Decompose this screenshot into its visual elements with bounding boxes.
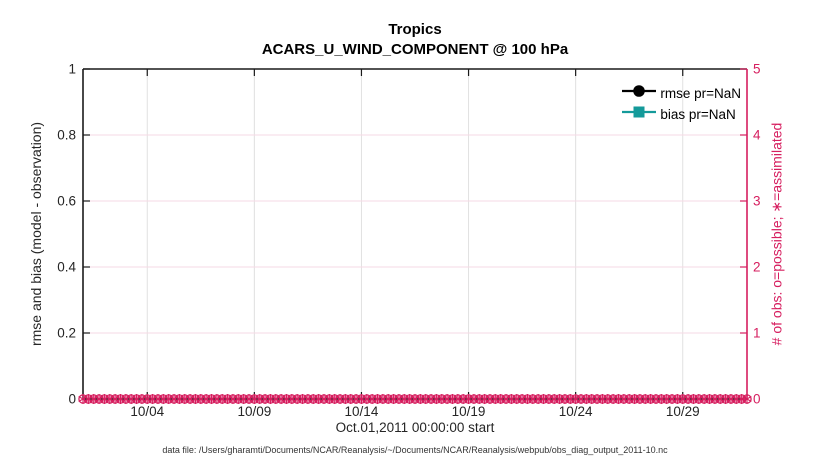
y-left-tick-label: 0.8 bbox=[57, 127, 76, 143]
y-left-tick-label: 0.4 bbox=[57, 259, 76, 275]
y-left-tick-label: 0.6 bbox=[57, 193, 76, 209]
bias-line-marker-icon bbox=[621, 104, 657, 125]
x-tick-label: 10/14 bbox=[344, 404, 379, 419]
y-right-tick-label: 0 bbox=[753, 391, 761, 407]
x-axis-label: Oct.01,2011 00:00:00 start bbox=[335, 420, 495, 435]
y-right-tick-label: 5 bbox=[753, 61, 761, 77]
legend-swatch bbox=[622, 106, 657, 117]
x-tick-label: 10/24 bbox=[558, 404, 593, 419]
x-tick-label: 10/19 bbox=[451, 404, 486, 419]
y-right-tick-label: 2 bbox=[753, 259, 761, 275]
legend-item-bias: bias pr=NaN bbox=[621, 104, 741, 124]
legend: rmse pr=NaN bias pr=NaN bbox=[621, 83, 741, 124]
y-left-tick-label: 1 bbox=[68, 61, 76, 77]
y-axis-left-label: rmse and bias (model - observation) bbox=[28, 121, 44, 347]
y-right-tick-label: 4 bbox=[753, 127, 761, 143]
x-tick-label: 10/04 bbox=[130, 404, 165, 419]
chart-subtitle: ACARS_U_WIND_COMPONENT @ 100 hPa bbox=[261, 41, 569, 58]
legend-swatch bbox=[622, 84, 657, 97]
data-file-path: data file: /Users/gharamti/Documents/NCA… bbox=[162, 445, 668, 455]
x-tick-label: 10/09 bbox=[237, 404, 272, 419]
rmse-line-marker-icon bbox=[621, 83, 657, 104]
y-right-tick-label: 3 bbox=[753, 193, 761, 209]
chart-title: Tropics bbox=[388, 21, 442, 38]
y-axis-right-label: # of obs: o=possible; ∗=assimilated bbox=[768, 122, 785, 346]
y-left-tick-label: 0.2 bbox=[57, 325, 76, 341]
legend-label-bias: bias pr=NaN bbox=[660, 106, 736, 122]
y-left-tick-label: 0 bbox=[68, 391, 76, 407]
x-tick-label: 10/29 bbox=[665, 404, 700, 419]
legend-label-rmse: rmse pr=NaN bbox=[660, 85, 741, 101]
y-right-tick-label: 1 bbox=[753, 325, 761, 341]
legend-item-rmse: rmse pr=NaN bbox=[621, 83, 741, 103]
